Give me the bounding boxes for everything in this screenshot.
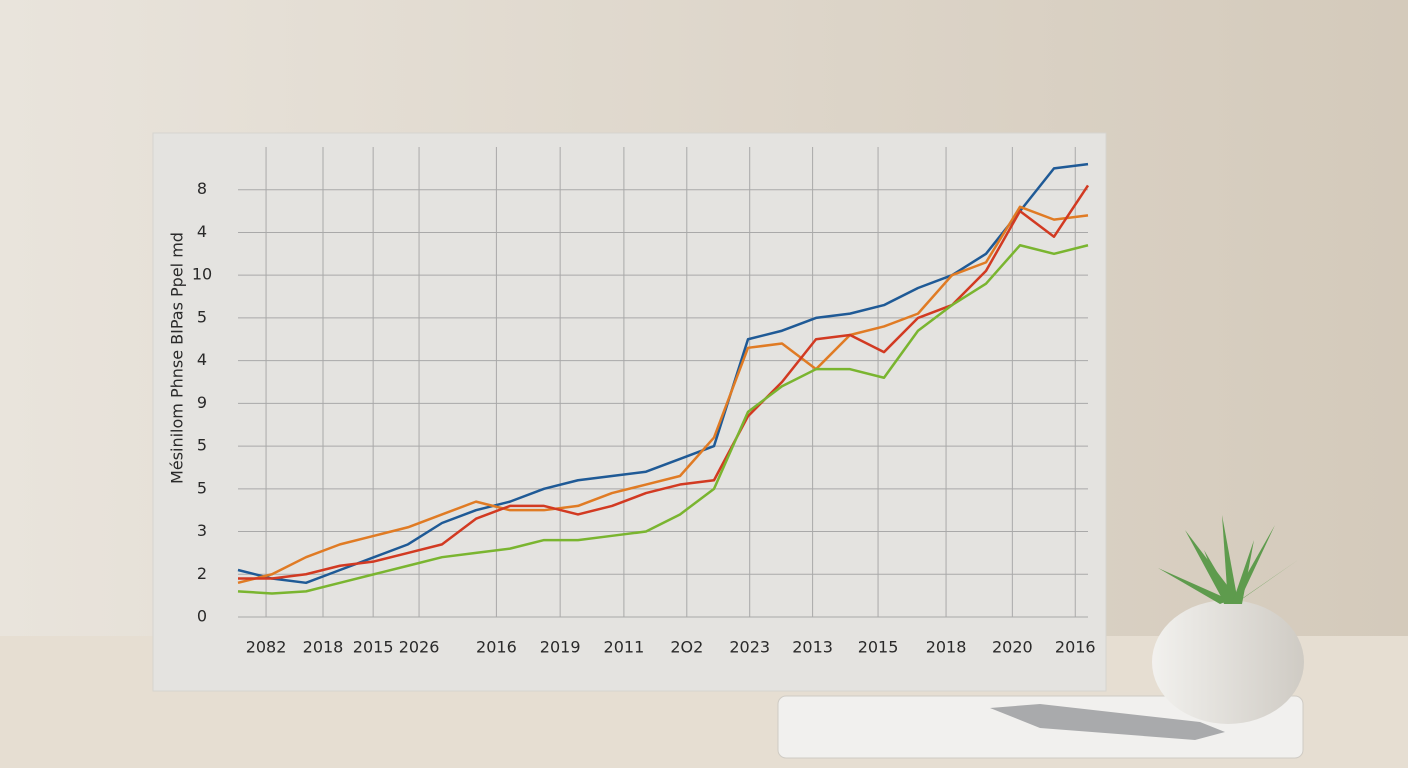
y-tick-label: 0 (197, 607, 207, 626)
chart-board (152, 132, 1107, 692)
pot (1152, 600, 1304, 724)
x-tick-label: 2020 (992, 638, 1033, 657)
plant (1158, 515, 1298, 604)
x-tick-label: 2018 (303, 638, 344, 657)
x-tick-label: 2011 (604, 638, 645, 657)
pen (990, 704, 1225, 740)
series-line (237, 244, 1089, 595)
plot: 0 2 3 5 5 9 4 5 10 4 8 2082 2018 2015 2026 2016 2019 2011… (192, 147, 1096, 657)
y-tick-label: 4 (197, 350, 207, 369)
series-line (237, 205, 1089, 585)
y-tick-label: 5 (197, 307, 207, 326)
x-tick-label: 2015 (858, 638, 899, 657)
x-tick-label: 2016 (476, 638, 517, 657)
y-tick-label: 5 (197, 436, 207, 455)
y-tick-label: 5 (197, 478, 207, 497)
y-tick-label: 2 (197, 564, 207, 583)
x-tick-label: 2019 (540, 638, 581, 657)
x-tick-label: 2023 (729, 638, 770, 657)
series-line (238, 184, 1090, 580)
x-tick-label: 2O2 (670, 638, 703, 657)
y-axis-label: Mésinilom Phnse BIPas Ppel md (168, 232, 187, 484)
y-tick-label: 10 (192, 265, 212, 284)
x-tick-label: 2015 (353, 638, 394, 657)
x-tick-label: 2018 (926, 638, 967, 657)
y-tick-label: 8 (197, 179, 207, 198)
x-tick-label: 2016 (1055, 638, 1096, 657)
x-tick-label: 2082 (246, 638, 287, 657)
y-tick-label: 9 (197, 393, 207, 412)
x-tick-label: 2013 (792, 638, 833, 657)
y-tick-label: 3 (197, 521, 207, 540)
series-line (237, 162, 1089, 585)
x-tick-label: 2026 (399, 638, 440, 657)
y-tick-label: 4 (197, 222, 207, 241)
